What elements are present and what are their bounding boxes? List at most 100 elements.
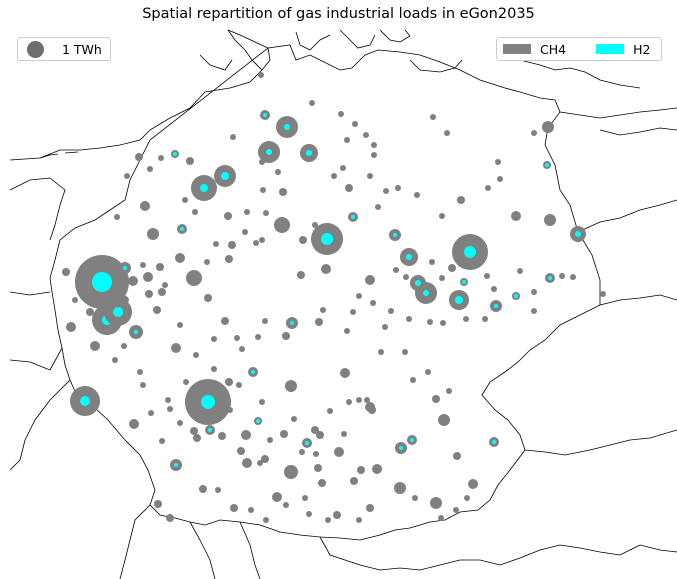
h2-load-marker xyxy=(92,272,112,292)
ch4-load-marker xyxy=(279,188,287,196)
ch4-load-marker xyxy=(448,264,456,272)
ch4-load-marker xyxy=(327,408,333,414)
ch4-load-marker xyxy=(485,185,491,191)
h2-load-marker xyxy=(415,280,421,286)
ch4-load-marker xyxy=(383,188,389,194)
ch4-load-marker xyxy=(275,169,281,175)
ch4-load-marker xyxy=(255,334,261,340)
ch4-load-marker xyxy=(239,346,245,352)
ch4-load-marker xyxy=(82,262,90,270)
h2-load-marker xyxy=(575,231,581,237)
ch4-load-marker xyxy=(341,431,347,437)
ch4-load-marker xyxy=(242,229,248,235)
ch4-load-marker xyxy=(257,460,263,466)
ch4-load-marker xyxy=(346,399,352,405)
ch4-load-marker xyxy=(280,430,288,438)
ch4-load-marker xyxy=(267,437,273,443)
ch4-load-marker xyxy=(432,395,440,403)
ch4-load-marker xyxy=(215,487,221,493)
ch4-load-marker xyxy=(372,464,382,474)
ch4-load-marker xyxy=(344,137,350,143)
ch4-load-marker xyxy=(284,465,298,479)
size-legend-label: 1 TWh xyxy=(62,41,102,57)
h2-load-marker xyxy=(200,184,208,192)
h2-load-marker xyxy=(208,428,212,432)
h2-load-marker xyxy=(492,440,496,444)
ch4-load-marker xyxy=(244,209,250,215)
ch4-load-marker xyxy=(363,132,369,138)
ch4-load-marker xyxy=(356,517,362,523)
ch4-load-marker xyxy=(430,497,442,509)
ch4-load-marker xyxy=(72,297,78,303)
ch4-load-marker xyxy=(153,306,161,314)
h2-load-marker xyxy=(263,113,267,117)
size-legend: 1 TWh xyxy=(17,37,111,61)
h2-load-marker xyxy=(406,254,412,260)
ch4-load-marker xyxy=(230,504,238,512)
ch4-load-marker xyxy=(242,458,252,468)
ch4-load-marker xyxy=(333,511,341,519)
ch4-load-marker xyxy=(370,300,376,306)
ch4-load-marker xyxy=(395,185,401,191)
ch4-load-marker xyxy=(306,511,312,517)
ch4-load-marker xyxy=(274,217,290,233)
ch4-load-marker xyxy=(224,212,232,220)
size-legend-marker xyxy=(27,40,44,58)
h2-load-marker xyxy=(514,294,518,298)
ch4-load-marker xyxy=(531,308,537,314)
ch4-load-marker xyxy=(356,397,362,403)
ch4-load-marker xyxy=(352,121,358,127)
ch4-load-marker xyxy=(114,214,120,220)
ch4-load-marker xyxy=(350,477,358,485)
ch4-load-marker xyxy=(177,322,183,328)
h2-load-marker xyxy=(455,296,463,304)
ch4-load-marker xyxy=(227,407,233,413)
ch4-load-marker xyxy=(140,382,146,388)
h2-load-marker xyxy=(201,395,215,409)
h2-load-marker xyxy=(134,330,138,334)
ch4-load-marker xyxy=(371,152,377,158)
ch4-load-marker xyxy=(192,209,198,215)
ch4-load-marker xyxy=(388,308,394,314)
h2-load-marker xyxy=(256,419,260,423)
ch4-load-marker xyxy=(171,343,181,353)
ch4-load-marker xyxy=(253,240,259,246)
ch4-load-marker xyxy=(468,479,478,489)
ch4-load-marker xyxy=(378,349,384,355)
ch4-load-marker xyxy=(402,349,408,355)
ch4-load-marker xyxy=(438,414,450,426)
ch4-load-marker xyxy=(453,452,461,460)
ch4-load-marker xyxy=(225,255,233,263)
ch4-load-marker xyxy=(230,134,236,140)
h2-load-marker xyxy=(548,276,552,280)
ch4-load-marker xyxy=(162,282,168,288)
ch4-load-marker xyxy=(225,378,233,386)
h2-load-marker xyxy=(393,233,397,237)
ch4-load-marker xyxy=(350,309,356,315)
ch4-load-marker xyxy=(311,426,319,434)
ch4-load-marker xyxy=(331,173,337,179)
ch4-load-marker xyxy=(393,267,399,273)
ch4-load-marker xyxy=(316,431,324,439)
ch4-load-marker xyxy=(156,263,164,271)
ch4-load-marker xyxy=(315,318,323,326)
ch4-load-marker xyxy=(542,121,554,133)
ch4-load-marker xyxy=(531,130,537,136)
ch4-load-marker xyxy=(559,273,565,279)
ch4-load-marker xyxy=(236,382,242,388)
ch4-load-marker xyxy=(325,517,331,523)
ch4-load-marker xyxy=(145,290,153,298)
ch4-load-marker xyxy=(403,274,409,280)
ch4-load-marker xyxy=(248,507,254,513)
ch4-load-marker xyxy=(259,237,265,243)
ch4-load-marker xyxy=(215,412,221,418)
ch4-load-marker xyxy=(463,316,469,322)
ch4-load-marker xyxy=(228,241,236,249)
ch4-load-marker xyxy=(193,352,199,358)
h2-load-marker xyxy=(113,307,123,317)
ch4-load-marker xyxy=(495,159,501,165)
ch4-load-marker xyxy=(367,173,373,179)
ch4-swatch xyxy=(503,44,531,54)
ch4-load-marker xyxy=(261,455,269,463)
ch4-load-marker xyxy=(340,368,350,378)
